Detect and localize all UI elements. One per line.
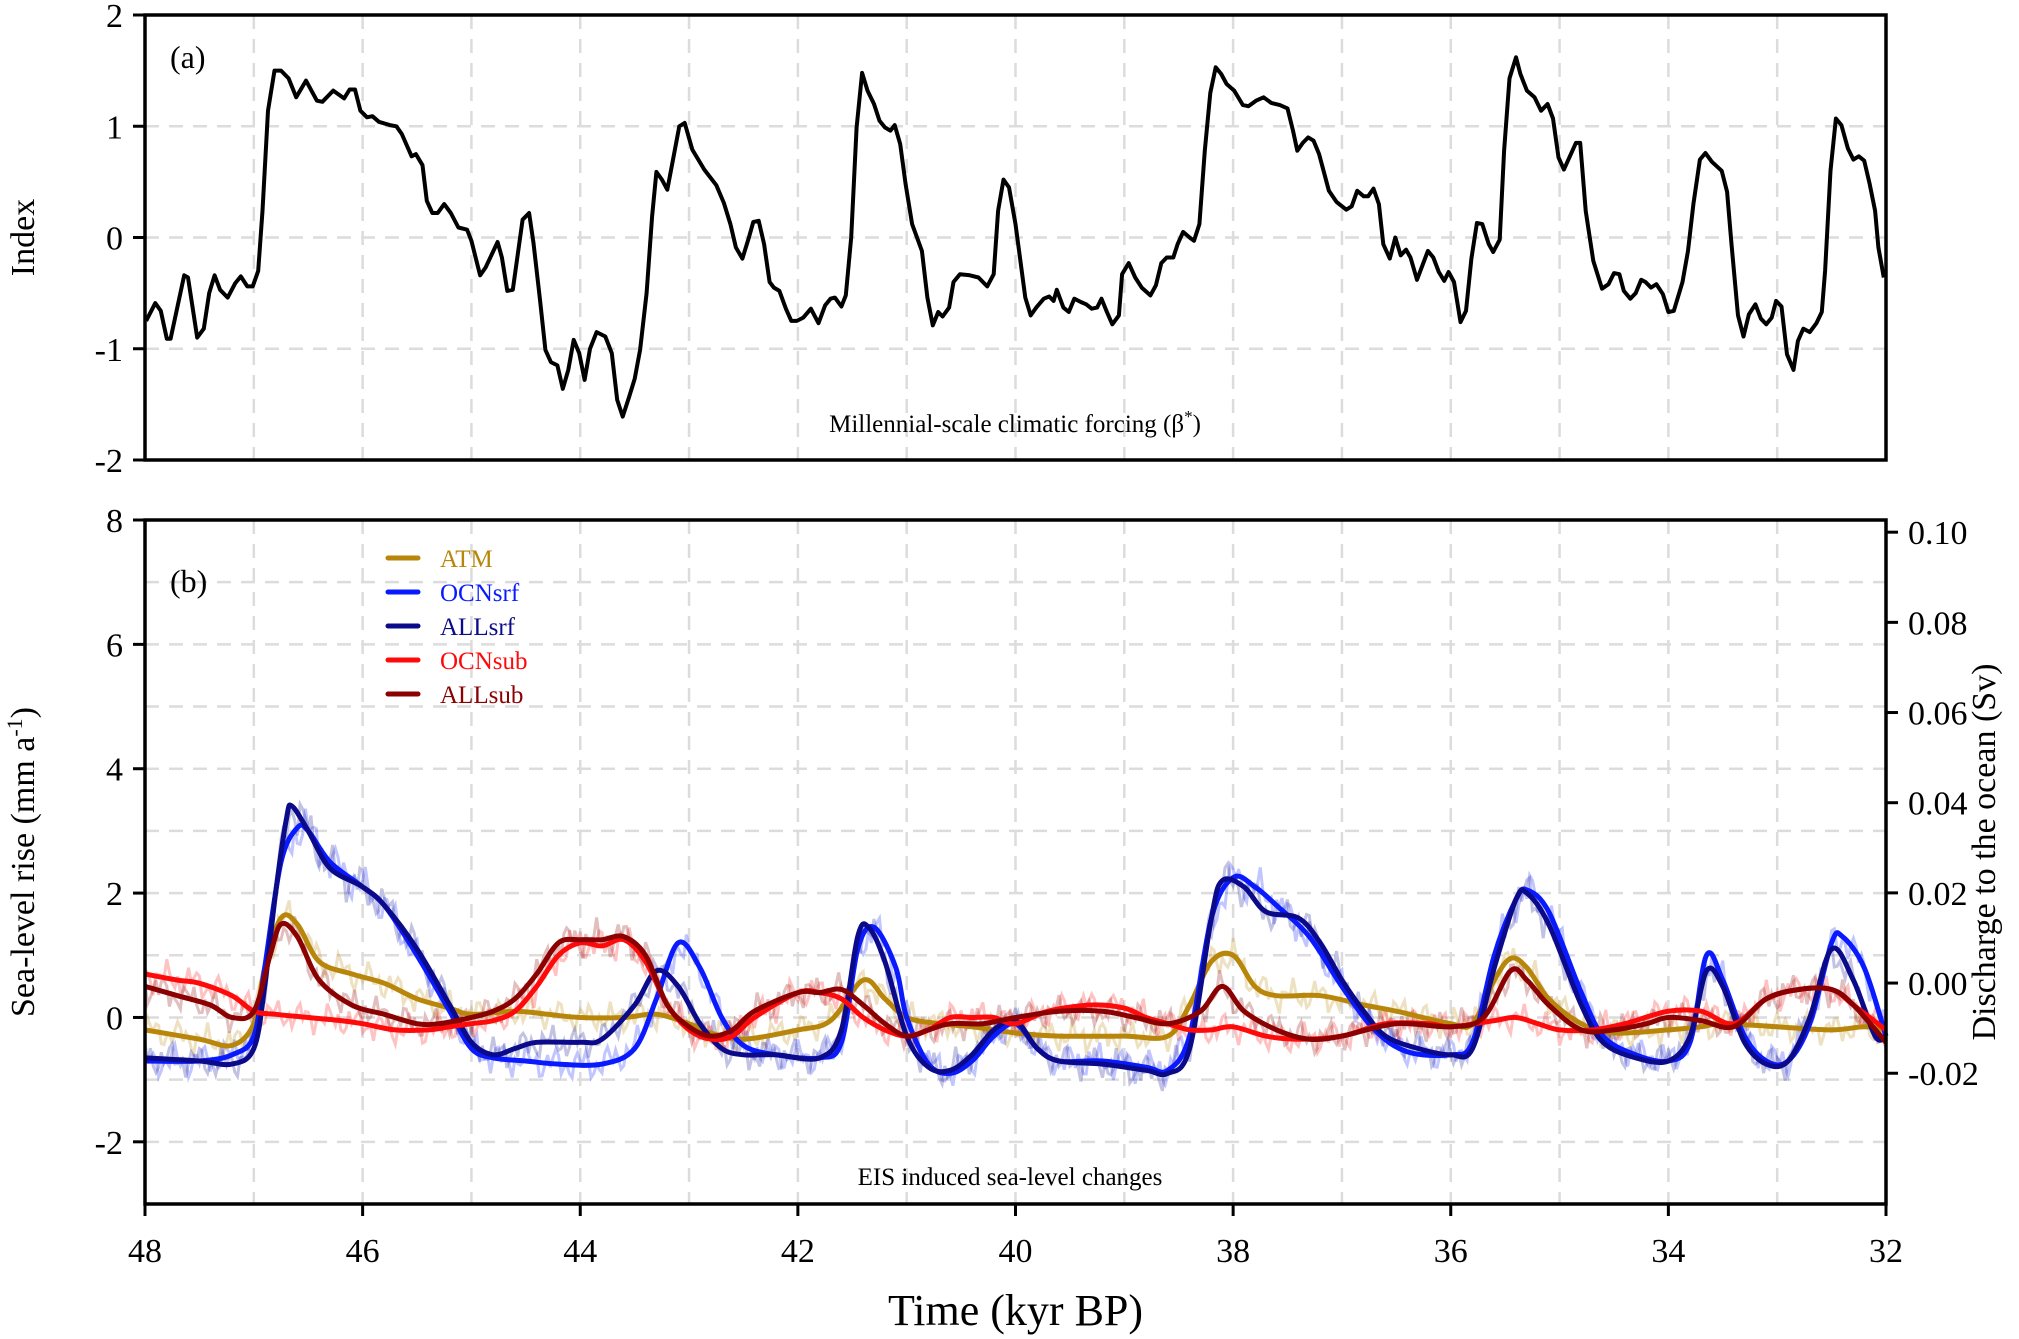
y2-tick-label: -0.02	[1908, 1056, 1979, 1093]
panel-b-y-ticks: -2 0 2 4 6 8	[95, 503, 145, 1162]
x-tick-label: 44	[563, 1233, 597, 1270]
legend-label: ALLsrf	[440, 614, 516, 641]
y-tick-label: 2	[106, 876, 123, 913]
x-tick-label: 40	[999, 1233, 1033, 1270]
panel-b-series	[144, 802, 1889, 1078]
panel-b-grid	[145, 520, 1886, 1204]
x-tick-label: 42	[781, 1233, 815, 1270]
panel-a-annotation: Millennial-scale climatic forcing (β*)	[829, 407, 1201, 438]
y-tick-label: 6	[106, 627, 123, 664]
panel-b-label: (b)	[170, 563, 207, 599]
y-tick-label: -1	[95, 332, 123, 369]
x-tick-label: 38	[1216, 1233, 1250, 1270]
legend-item-ATM: ATM	[385, 546, 493, 573]
legend-label: OCNsub	[440, 648, 528, 675]
panel-a: -2 -1 0 1 2 (a) Millennial-scale climatic fo…	[5, 0, 1888, 480]
y2-tick-label: 0.10	[1908, 515, 1968, 552]
y2-tick-label: 0.04	[1908, 786, 1968, 823]
series-line-ATM	[144, 912, 1887, 1049]
panel-a-label: (a)	[170, 39, 206, 75]
y-tick-label: -2	[95, 1125, 123, 1162]
panel-a-series	[144, 55, 1886, 419]
y2-tick-label: 0.06	[1908, 696, 1968, 733]
y-tick-label: 8	[106, 503, 123, 540]
legend-item-OCNsrf: OCNsrf	[385, 580, 520, 607]
y2-tick-label: 0.02	[1908, 876, 1968, 913]
y2-tick-label: 0.08	[1908, 605, 1968, 642]
y-tick-label: 2	[106, 0, 123, 35]
y-tick-label: 0	[106, 1000, 123, 1037]
y-tick-label: 4	[106, 752, 123, 789]
panel-b-annotation: EIS induced sea-level changes	[858, 1164, 1163, 1191]
legend: ATM OCNsrf ALLsrf OCNsub ALLsub	[385, 546, 528, 709]
legend-item-ALLsub: ALLsub	[385, 682, 523, 709]
legend-label: OCNsrf	[440, 580, 520, 607]
series-line-beta_star	[144, 55, 1886, 419]
series-line-ALLsub	[144, 920, 1888, 1044]
panel-a-y-axis-label: Index	[5, 199, 42, 276]
y-tick-label: 1	[106, 109, 123, 146]
y-tick-label: 0	[106, 221, 123, 258]
panel-b-y-axis-label: Sea-level rise (mm a-1)	[2, 707, 42, 1017]
x-tick-label: 32	[1869, 1233, 1903, 1270]
panel-b-x-ticks: 48 46 44 42 40 38 36 34 32	[128, 1204, 1903, 1270]
x-tick-label: 48	[128, 1233, 162, 1270]
panel-a-y-ticks: -2 -1 0 1 2	[95, 0, 145, 480]
legend-item-ALLsrf: ALLsrf	[385, 614, 516, 641]
panel-b-y2-ticks: -0.02 0.00 0.02 0.04 0.06 0.08 0.10	[1886, 515, 1979, 1093]
x-axis-title: Time (kyr BP)	[888, 1286, 1143, 1335]
legend-item-OCNsub: OCNsub	[385, 648, 528, 675]
legend-label: ATM	[440, 546, 493, 573]
x-tick-label: 34	[1651, 1233, 1685, 1270]
legend-label: ALLsub	[440, 682, 523, 709]
y-tick-label: -2	[95, 443, 123, 480]
x-tick-label: 46	[346, 1233, 380, 1270]
y2-tick-label: 0.00	[1908, 966, 1968, 1003]
x-tick-label: 36	[1434, 1233, 1468, 1270]
panel-b-y2-axis-label: Discharge to the ocean (Sv)	[1966, 663, 2003, 1040]
